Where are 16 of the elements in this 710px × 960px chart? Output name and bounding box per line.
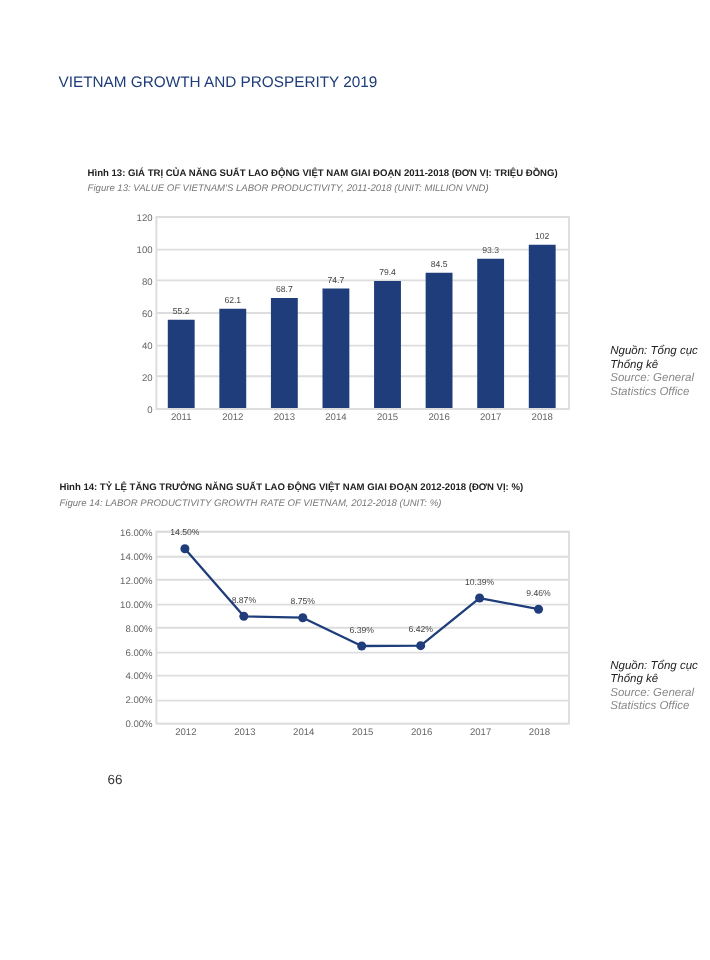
point [416, 641, 426, 651]
bar [528, 244, 556, 408]
point [298, 613, 308, 623]
bar [425, 272, 453, 408]
point [534, 604, 544, 614]
point [357, 641, 367, 651]
point [239, 611, 249, 621]
point [180, 544, 190, 554]
bar [477, 258, 505, 408]
text: VIETNAM GROWTH AND PROSPERITY 2019 [58, 72, 378, 91]
bar [374, 280, 401, 408]
bar [322, 288, 350, 408]
bar [219, 308, 247, 408]
bar [270, 298, 298, 408]
bar [167, 319, 195, 408]
point [475, 593, 485, 603]
